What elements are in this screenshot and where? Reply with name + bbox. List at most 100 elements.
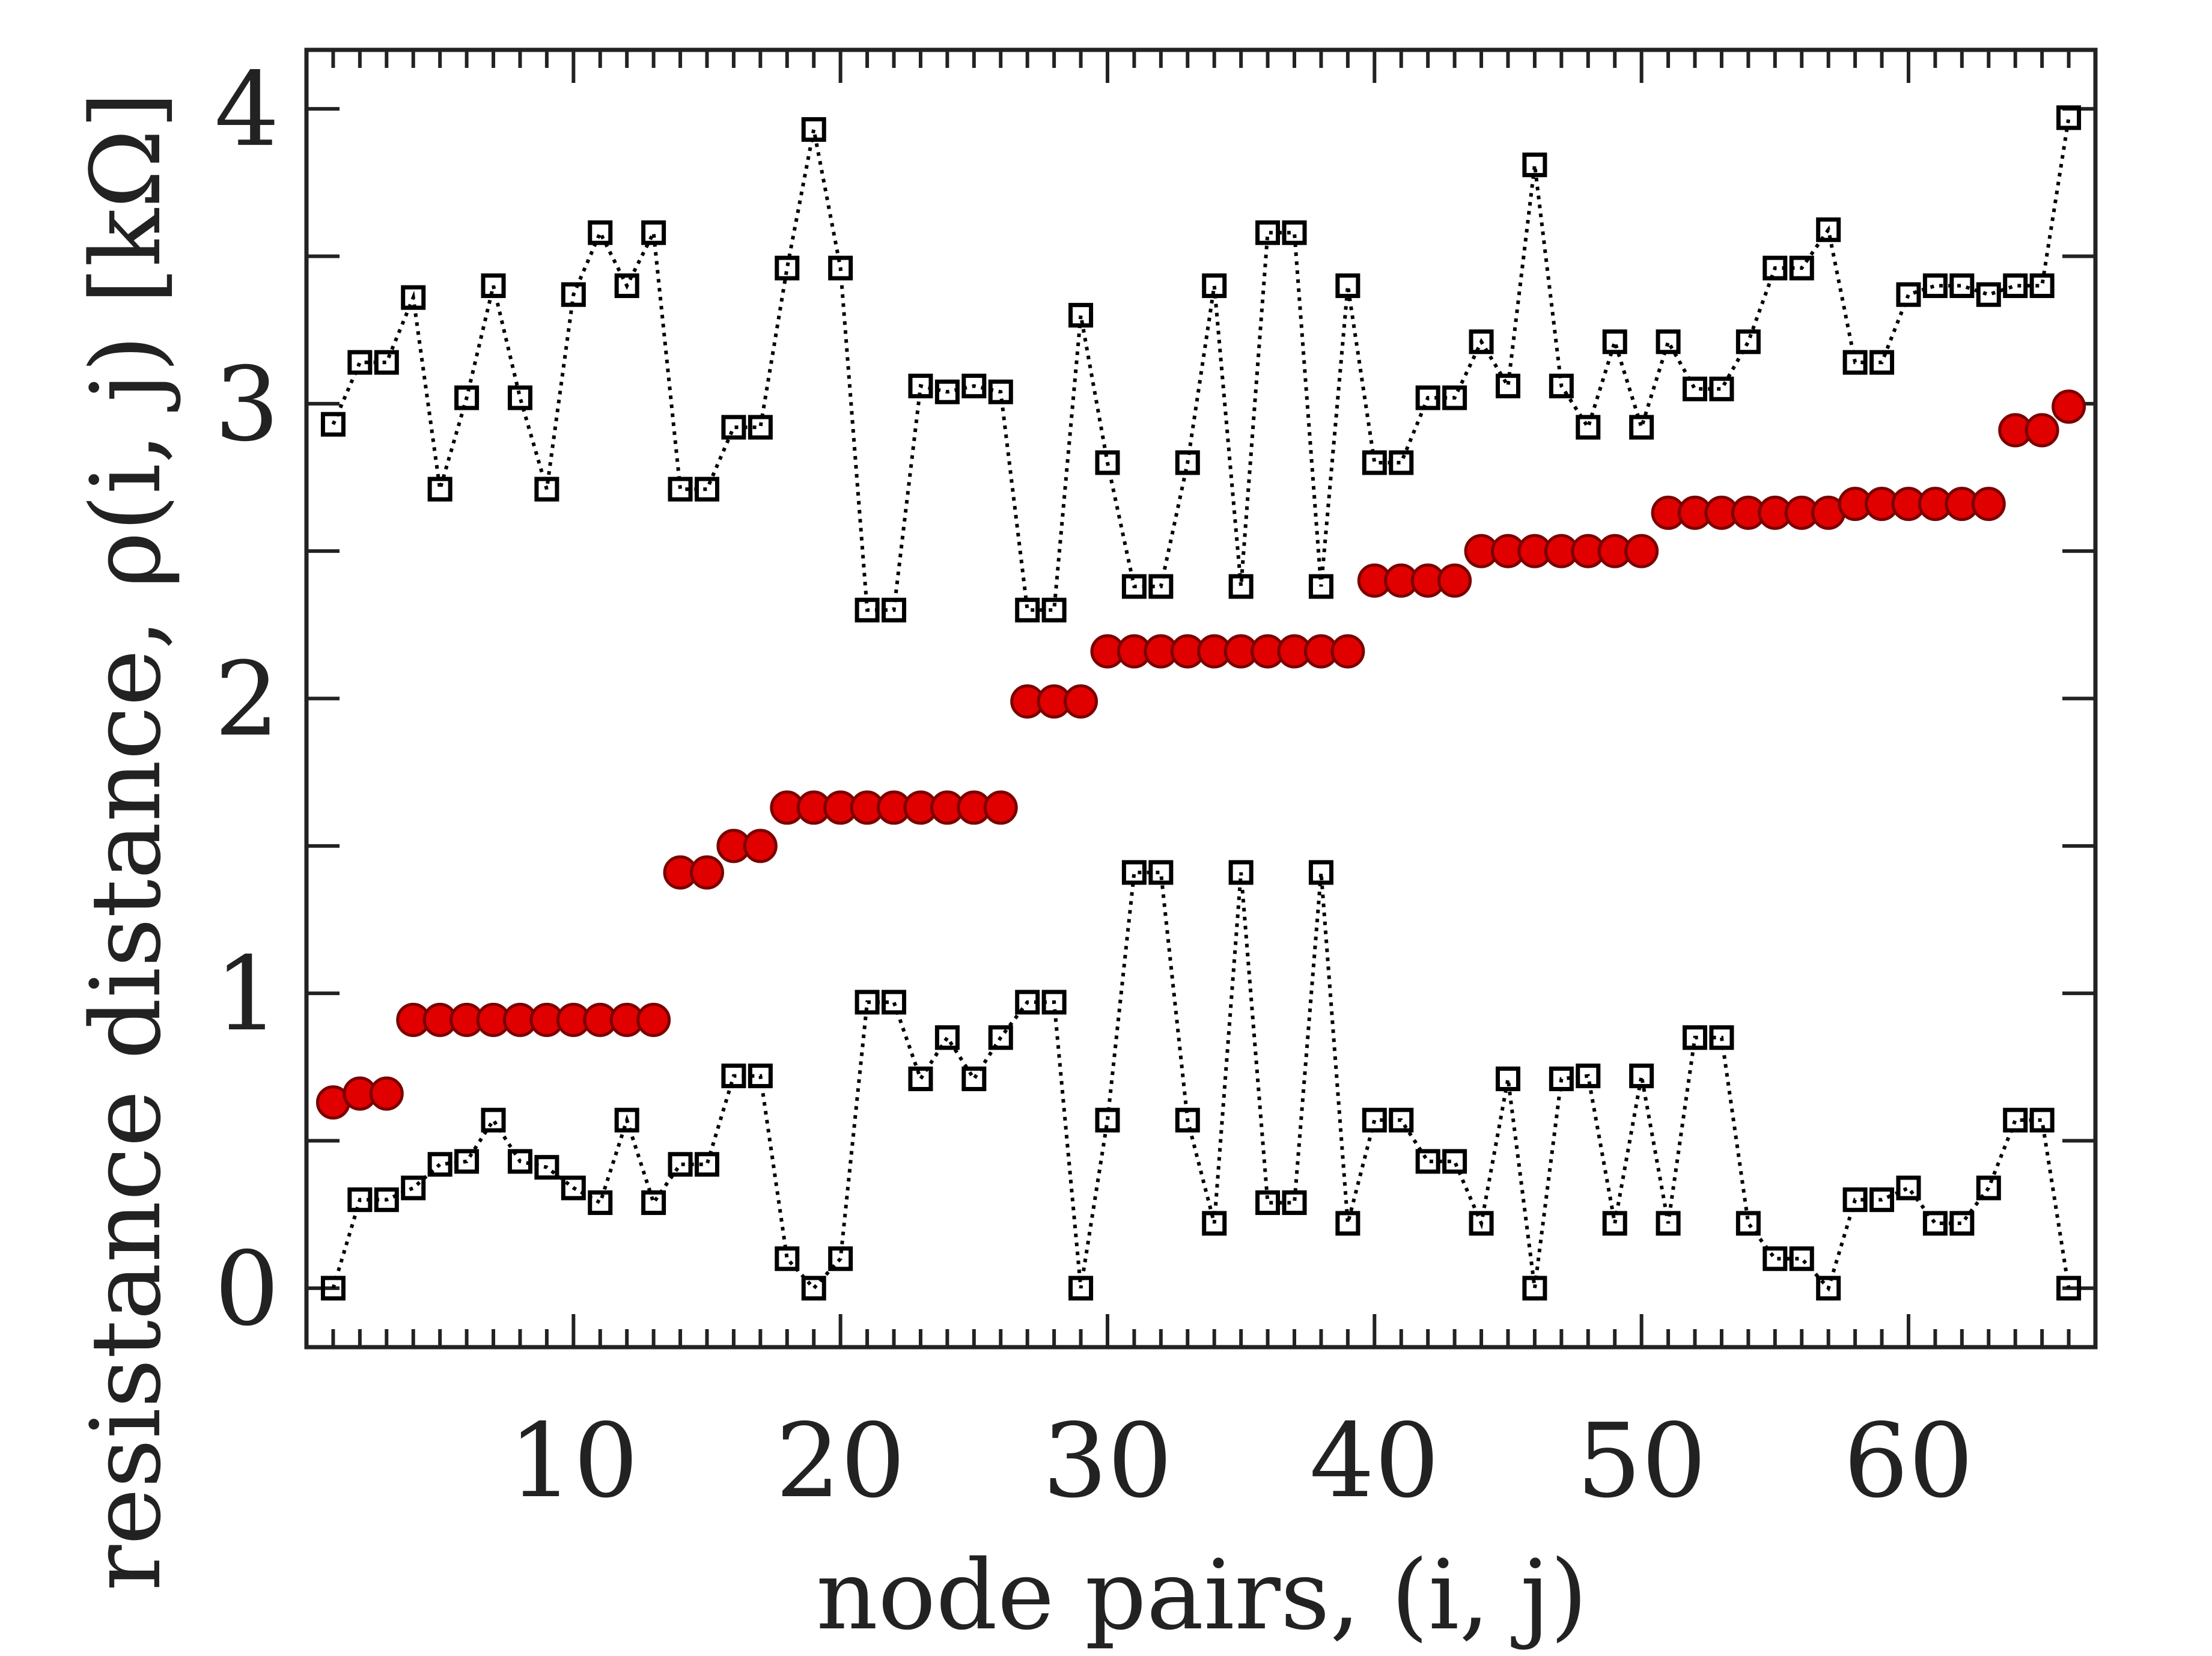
marker [1842,1187,1868,1213]
x-tick-label: 10 [508,1402,638,1521]
marker [1335,273,1360,299]
marker [1735,1211,1761,1236]
y-tick-label: 3 [215,346,279,464]
marker [588,1190,613,1216]
marker [1015,597,1040,623]
marker [748,415,773,440]
marker [689,855,724,890]
marker [1976,1175,2001,1201]
marker [454,1149,480,1174]
marker [748,1064,773,1089]
marker [1175,1107,1200,1133]
marker [988,379,1013,404]
marker [2029,273,2055,299]
marker [2025,413,2059,448]
marker [828,1246,853,1271]
marker [1495,373,1520,398]
marker [1576,415,1601,440]
marker [1308,574,1333,599]
marker [1922,1211,1948,1236]
marker [1789,255,1814,281]
marker [1735,329,1761,355]
marker [1121,574,1147,599]
marker [1949,273,1975,299]
marker [721,415,746,440]
marker [1896,282,1921,307]
marker [1228,860,1254,885]
marker [614,273,639,299]
marker [1869,350,1895,375]
marker [588,220,613,245]
marker [320,412,346,437]
marker [534,1155,559,1180]
marker [1842,350,1868,375]
marker [1522,152,1547,177]
marker [801,117,826,142]
marker [1683,1025,1708,1050]
marker [828,255,853,281]
marker [1068,1276,1094,1301]
plot-frame [304,47,2098,1350]
series-line [331,871,2071,1292]
marker [1095,450,1120,475]
marker [1683,376,1708,401]
marker [775,1246,800,1271]
marker [1602,1211,1627,1236]
marker [641,220,666,245]
marker [1255,1190,1281,1216]
marker [1709,1025,1734,1050]
marker [1330,634,1365,669]
marker [1362,1107,1387,1133]
marker [1763,255,1788,281]
marker [2052,389,2086,424]
marker [1656,1211,1681,1236]
marker [374,350,399,375]
marker [1816,1276,1841,1301]
marker [1282,1190,1307,1216]
marker [1469,329,1494,355]
marker [668,476,693,502]
marker [934,379,960,404]
marker [427,1152,452,1177]
marker [369,1076,404,1111]
marker [1255,220,1281,245]
marker [401,1175,426,1201]
marker [1602,329,1627,355]
marker [1442,385,1467,410]
y-tick-label: 4 [215,50,279,169]
marker [1335,1211,1360,1236]
marker [694,1152,719,1177]
marker [1202,273,1227,299]
marker [694,476,719,502]
x-tick-label: 30 [1043,1402,1172,1521]
marker [1896,1175,1921,1201]
y-tick-label: 0 [215,1230,279,1349]
marker [1415,385,1440,410]
y-axis-label: resistance distance, ρ(i, j) [kΩ] [70,91,182,1591]
marker [481,1107,506,1133]
marker [1308,860,1333,885]
marker [1549,1066,1574,1091]
marker [1415,1149,1440,1174]
marker [1656,329,1681,355]
marker [1228,574,1254,599]
marker [908,373,933,398]
marker [1202,1211,1227,1236]
x-axis-label: node pairs, (i, j) [816,1539,1588,1651]
marker [347,1187,373,1213]
marker [534,476,559,502]
marker [801,1276,826,1301]
marker [1015,990,1040,1015]
marker [882,597,907,623]
y-tick-label: 2 [215,641,279,760]
marker [961,373,987,398]
marker [1971,487,2006,522]
marker [1148,860,1174,885]
marker [1389,1107,1414,1133]
marker [775,255,800,281]
marker [721,1064,746,1089]
y-tick-label: 1 [215,935,279,1054]
marker [1064,684,1098,719]
marker [614,1107,639,1133]
marker [1949,1211,1975,1236]
